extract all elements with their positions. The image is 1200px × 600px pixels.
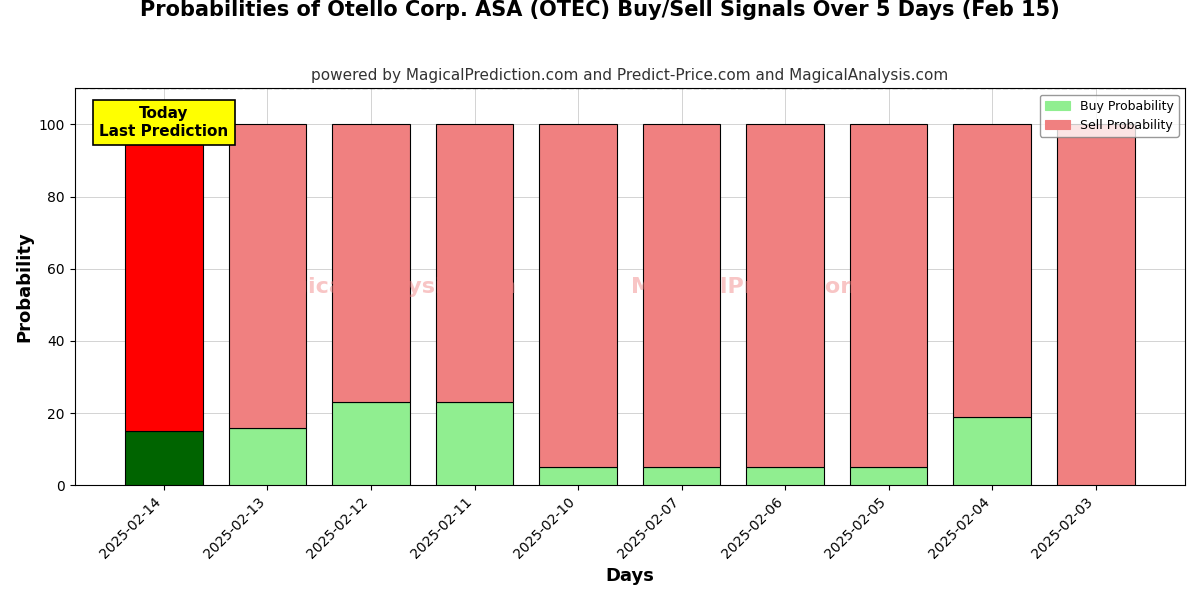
Bar <box>1057 124 1134 485</box>
Title: powered by MagicalPrediction.com and Predict-Price.com and MagicalAnalysis.com: powered by MagicalPrediction.com and Pre… <box>311 68 948 83</box>
Bar <box>229 124 306 428</box>
Text: Probabilities of Otello Corp. ASA (OTEC) Buy/Sell Signals Over 5 Days (Feb 15): Probabilities of Otello Corp. ASA (OTEC)… <box>140 0 1060 20</box>
Text: MagicalAnalysis.com: MagicalAnalysis.com <box>254 277 516 297</box>
Bar <box>539 124 617 467</box>
Bar <box>332 124 410 402</box>
Bar <box>850 124 928 467</box>
Legend: Buy Probability, Sell Probability: Buy Probability, Sell Probability <box>1040 95 1178 137</box>
Bar <box>850 467 928 485</box>
Bar <box>436 124 514 402</box>
Bar <box>332 402 410 485</box>
Y-axis label: Probability: Probability <box>16 232 34 342</box>
Bar <box>746 124 824 467</box>
Bar <box>643 467 720 485</box>
X-axis label: Days: Days <box>605 567 654 585</box>
Bar <box>953 416 1031 485</box>
Text: MagicalPrediction.com: MagicalPrediction.com <box>631 277 917 297</box>
Bar <box>643 124 720 467</box>
Bar <box>125 431 203 485</box>
Bar <box>125 124 203 431</box>
Bar <box>746 467 824 485</box>
Text: Today
Last Prediction: Today Last Prediction <box>100 106 228 139</box>
Bar <box>539 467 617 485</box>
Bar <box>229 428 306 485</box>
Bar <box>436 402 514 485</box>
Bar <box>953 124 1031 416</box>
